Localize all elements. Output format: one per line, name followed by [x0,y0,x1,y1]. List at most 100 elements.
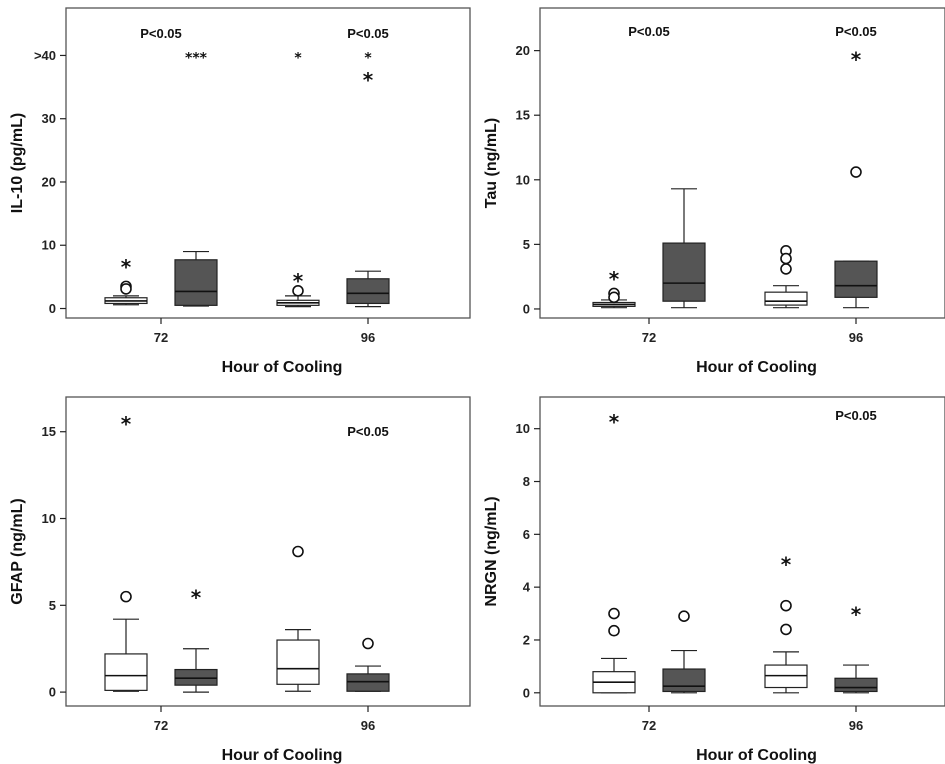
box-3 [276,295,320,308]
extreme-outlier-star: * [363,68,374,92]
x-tick-label: 96 [849,330,863,345]
chart-panel-2: 0 5 10 15 20 72 96 Hour of Cooling Tau (ng/mL) * *… [483,7,945,376]
box-3 [276,629,320,692]
chart-panel-1: 0 10 20 30 >40 72 96 Hour of Cooling IL-10 (pg/m… [9,7,471,376]
box-2 [662,649,706,694]
extreme-outlier-star: * [293,269,304,293]
x-axis-title: Hour of Cooling [696,359,817,376]
x-tick-label: 96 [849,718,863,733]
extreme-outlier-star: * [121,412,132,436]
y-tick-label: 0 [49,301,56,316]
y-tick-label: 0 [49,685,56,700]
extreme-outlier-star: * [121,255,132,279]
y-axis-title: NRGN (ng/mL) [483,496,500,606]
box-4 [346,270,390,308]
outlier-point [608,624,620,637]
extreme-outlier-star: * [781,552,792,576]
box-body [174,259,218,306]
p-value-label: P<0.05 [835,408,877,423]
p-value-label: P<0.05 [347,26,389,41]
outlier-point [780,252,792,265]
box-body [834,677,878,693]
y-tick-label: 15 [42,424,56,439]
plot-frame [65,7,471,319]
y-tick-label: 10 [516,421,530,436]
y-tick-label: 2 [523,632,530,647]
x-tick-label: 96 [361,718,375,733]
box-body [104,653,148,691]
y-tick-label: 10 [516,172,530,187]
extreme-outlier-star: * [191,586,202,610]
box-body [276,639,320,685]
y-tick-label: 5 [523,237,530,252]
y-tick-label: >40 [34,48,56,63]
plot-frame [539,7,945,319]
box-body [662,668,706,693]
box-body [346,278,390,305]
p-value-label: P<0.05 [628,24,670,39]
y-tick-label: 10 [42,238,56,253]
outlier-point [608,607,620,620]
x-tick-label: 72 [642,718,656,733]
outlier-point [780,263,792,275]
outlier-point [780,623,792,636]
box-1 [104,295,148,306]
x-tick-label: 72 [154,718,168,733]
outlier-point [362,637,374,650]
extreme-outlier-star: * [609,410,620,434]
box-body [834,260,878,298]
box-4 [346,665,390,692]
y-axis-title: GFAP (ng/mL) [9,498,26,604]
box-4 [834,664,878,694]
box-2 [174,250,218,307]
y-axis-title: IL-10 (pg/mL) [9,113,26,213]
y-tick-label: 5 [49,598,56,613]
y-tick-label: 15 [516,108,530,123]
y-tick-label: 10 [42,511,56,526]
extreme-outlier-star: * [851,603,862,627]
outlier-point [678,610,690,623]
y-tick-label: 20 [42,174,56,189]
outlier-point [120,283,132,295]
y-tick-label: 30 [42,111,56,126]
off-scale-marker: * [294,50,302,66]
x-axis-title: Hour of Cooling [222,747,343,764]
outlier-point [850,166,862,178]
outlier-point [608,291,620,304]
box-body [174,668,218,686]
x-axis-title: Hour of Cooling [696,747,817,764]
x-tick-label: 72 [154,330,168,345]
box-4 [834,260,878,309]
y-tick-label: 6 [523,527,530,542]
box-3 [764,651,808,694]
outlier-point [120,590,132,603]
box-body [662,242,706,302]
chart-panel-3: 0 5 10 15 72 96 Hour of Cooling GFAP (ng/mL) * * P… [9,396,471,764]
x-tick-label: 96 [361,330,375,345]
x-axis-title: Hour of Cooling [222,359,343,376]
x-tick-label: 72 [642,330,656,345]
box-1 [104,618,148,692]
outlier-point [292,284,304,297]
p-value-label: P<0.05 [140,26,182,41]
box-body [764,291,808,306]
p-value-label: P<0.05 [347,424,389,439]
box-2 [662,188,706,309]
y-tick-label: 0 [523,301,530,316]
outlier-point [292,545,304,558]
y-tick-label: 8 [523,474,530,489]
plot-frame [539,396,945,707]
extreme-outlier-star: * [851,47,862,71]
box-3 [764,285,808,309]
y-tick-label: 4 [523,580,531,595]
outlier-point [780,599,792,612]
p-value-label: P<0.05 [835,24,877,39]
box-body [346,673,390,692]
off-scale-marker: * [364,50,372,66]
chart-panel-4: 0 2 4 6 8 10 72 96 Hour of Cooling NRGN (ng/mL) * *… [483,396,945,764]
box-1 [592,657,636,694]
y-tick-label: 20 [516,43,530,58]
box-2 [174,648,218,693]
off-scale-marker: *** [185,50,208,66]
